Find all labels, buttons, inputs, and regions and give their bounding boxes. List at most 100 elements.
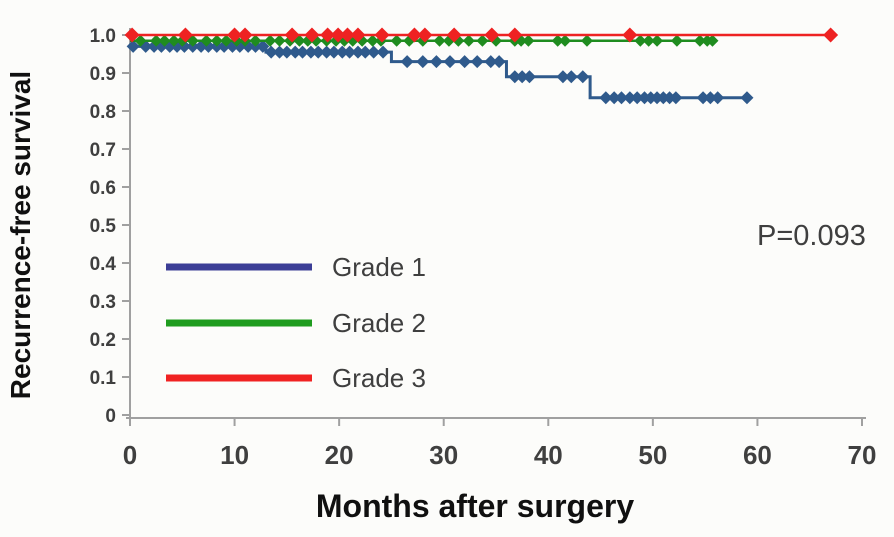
censor-marker	[304, 45, 318, 59]
censor-marker	[374, 27, 390, 43]
legend-label-grade-1: Grade 1	[332, 252, 426, 282]
x-tick-label: 50	[638, 440, 667, 470]
censor-marker	[264, 34, 277, 47]
censor-marker	[227, 27, 243, 43]
censor-marker	[296, 45, 310, 59]
censor-marker	[476, 34, 489, 47]
x-tick-label: 40	[534, 440, 563, 470]
censor-marker	[740, 91, 754, 105]
censor-marker	[351, 45, 365, 59]
censor-marker	[126, 39, 140, 53]
censor-marker	[669, 91, 683, 105]
censor-marker	[484, 27, 500, 43]
censor-marker	[711, 91, 725, 105]
censor-marker	[358, 45, 372, 59]
legend-label-grade-2: Grade 2	[332, 308, 426, 338]
censor-marker	[696, 91, 710, 105]
y-tick-label: 0.4	[90, 254, 117, 275]
censor-marker	[706, 34, 719, 47]
y-tick-label: 0.6	[90, 178, 116, 199]
censor-marker	[327, 45, 341, 59]
x-tick-label: 70	[848, 440, 877, 470]
censor-marker	[564, 70, 578, 84]
censor-marker	[433, 34, 446, 47]
censor-marker	[823, 27, 839, 43]
censor-marker	[150, 34, 163, 47]
censor-markers-grade-3	[124, 27, 839, 43]
censor-marker	[462, 34, 475, 47]
censor-marker	[124, 27, 140, 43]
censor-marker	[508, 70, 522, 84]
y-tick-label: 0.8	[90, 102, 116, 123]
censor-marker	[417, 27, 433, 43]
y-tick-label: 0.1	[90, 368, 117, 389]
censor-marker	[551, 34, 564, 47]
censor-marker	[599, 91, 613, 105]
censor-marker	[390, 34, 403, 47]
censor-marker	[651, 34, 664, 47]
x-tick-label: 10	[220, 440, 249, 470]
censor-marker	[630, 91, 644, 105]
x-tick-label: 60	[743, 440, 772, 470]
censor-marker	[446, 27, 462, 43]
censor-marker	[443, 55, 457, 69]
censor-marker	[556, 70, 570, 84]
censor-marker	[264, 45, 278, 59]
y-tick-label: 0.7	[90, 140, 116, 161]
censor-marker	[376, 45, 390, 59]
censor-marker	[284, 27, 300, 43]
censor-marker	[256, 39, 270, 53]
censor-marker	[366, 34, 379, 47]
censor-marker	[167, 34, 180, 47]
censor-marker	[134, 34, 147, 47]
censor-marker	[576, 70, 590, 84]
censor-marker	[522, 34, 535, 47]
censor-marker	[642, 34, 655, 47]
censor-marker	[515, 70, 529, 84]
censor-marker	[406, 27, 422, 43]
censor-marker	[607, 91, 621, 105]
axes-layer: 0 0.1 0.2 0.3 0.4 0.5 0.6 0.7 0.8 0.9 1.0 0 10 20 30 40…	[90, 26, 877, 470]
censor-marker	[400, 55, 414, 69]
censor-marker	[288, 45, 302, 59]
censor-marker	[335, 45, 349, 59]
censor-marker	[522, 70, 536, 84]
y-axis-title: Recurrence-free survival	[5, 71, 36, 399]
y-tick-label: 0	[105, 406, 116, 427]
censor-marker	[622, 27, 638, 43]
censor-marker	[280, 45, 294, 59]
censor-marker	[273, 45, 287, 59]
legend-label-grade-3: Grade 3	[332, 363, 426, 393]
p-value-annotation: P=0.093	[757, 220, 866, 252]
censor-marker	[177, 27, 193, 43]
censor-marker	[343, 45, 357, 59]
censor-marker	[580, 34, 593, 47]
y-tick-label: 0.9	[90, 64, 116, 85]
censor-marker	[507, 27, 523, 43]
censor-markers-grade-1	[126, 39, 754, 105]
x-tick-label: 0	[123, 440, 137, 470]
censor-marker	[237, 27, 253, 43]
censor-marker	[470, 55, 484, 69]
censor-marker	[320, 27, 336, 43]
censor-marker	[304, 27, 320, 43]
censor-marker	[320, 45, 334, 59]
censor-marker	[158, 34, 171, 47]
censor-marker	[220, 34, 233, 47]
censor-marker	[484, 55, 498, 69]
censor-marker	[330, 27, 346, 43]
series-layer	[124, 27, 839, 105]
censor-marker	[492, 55, 506, 69]
censor-marker	[703, 91, 717, 105]
censor-marker	[416, 55, 430, 69]
censor-marker	[429, 55, 443, 69]
censor-marker	[200, 34, 213, 47]
censor-marker	[273, 34, 286, 47]
censor-marker	[340, 27, 356, 43]
censor-marker	[350, 27, 366, 43]
censor-marker	[559, 34, 572, 47]
y-tick-label: 0.5	[90, 216, 117, 237]
